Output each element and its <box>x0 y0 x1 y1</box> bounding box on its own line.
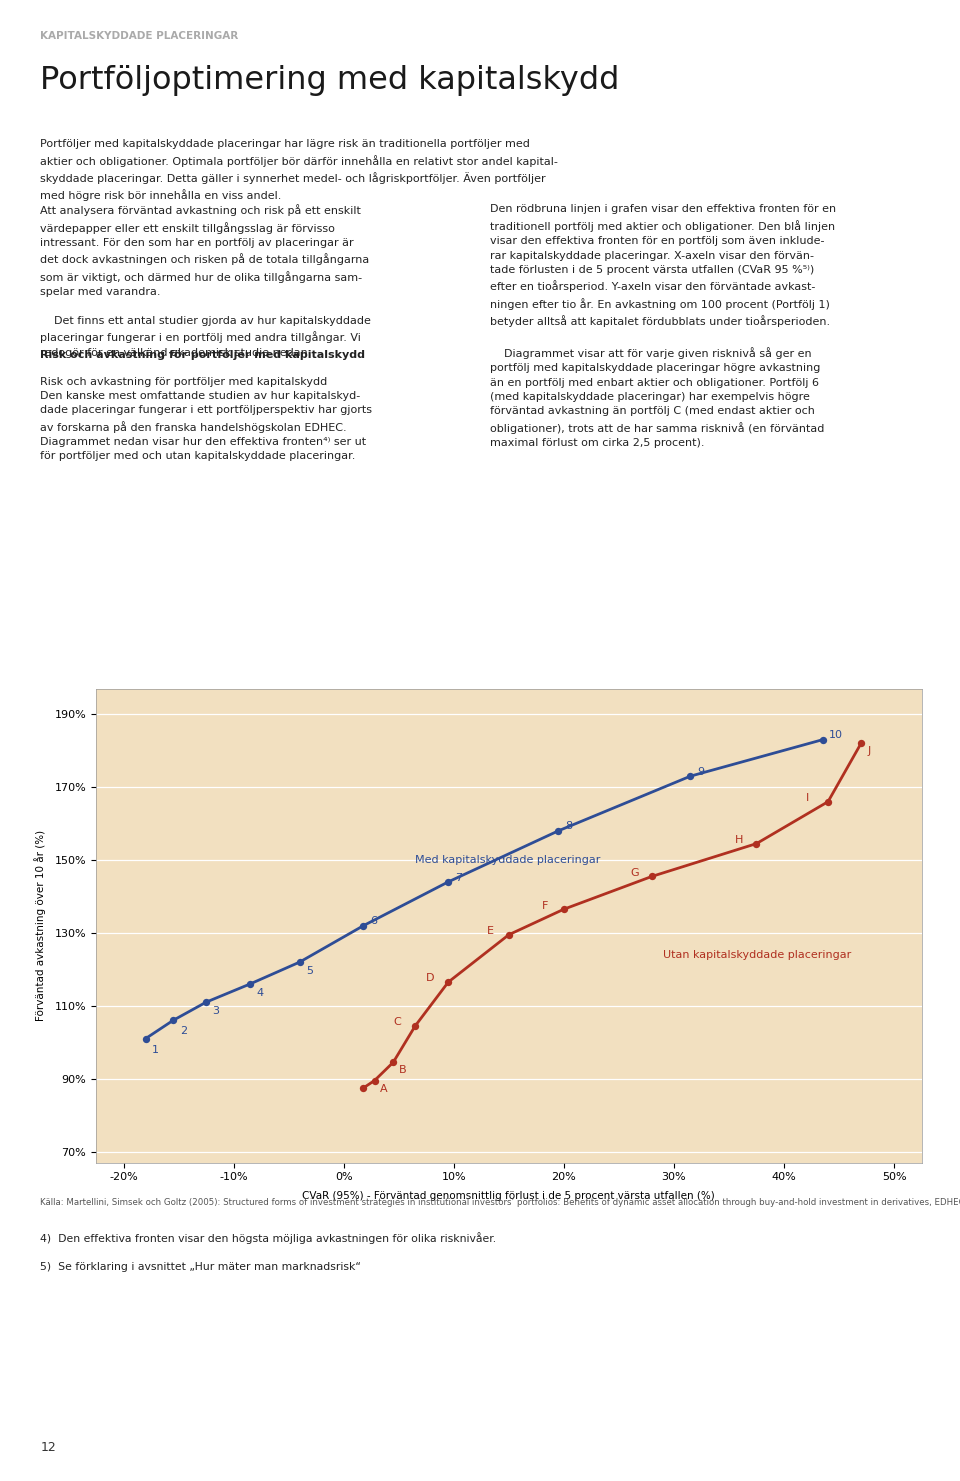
Text: D: D <box>426 973 435 983</box>
Text: 5: 5 <box>306 966 313 976</box>
Text: Portföljer med kapitalskyddade placeringar har lägre risk än traditionella portf: Portföljer med kapitalskyddade placering… <box>40 139 558 201</box>
Text: Risk och avkastning för portföljer med kapitalskydd: Risk och avkastning för portföljer med k… <box>40 350 366 360</box>
Text: Den rödbruna linjen i grafen visar den effektiva fronten för en
traditionell por: Den rödbruna linjen i grafen visar den e… <box>490 204 836 449</box>
X-axis label: CVaR (95%) - Förväntad genomsnittlig förlust i de 5 procent värsta utfallen (%): CVaR (95%) - Förväntad genomsnittlig för… <box>302 1191 715 1201</box>
Text: A: A <box>380 1084 388 1093</box>
Text: Att analysera förväntad avkastning och risk på ett enskilt
värdepapper eller ett: Att analysera förväntad avkastning och r… <box>40 204 372 462</box>
Text: 1: 1 <box>152 1044 159 1054</box>
Text: 8: 8 <box>564 822 572 831</box>
Text: 4)  Den effektiva fronten visar den högsta möjliga avkastningen för olika riskni: 4) Den effektiva fronten visar den högst… <box>40 1232 496 1244</box>
Text: 6: 6 <box>371 917 377 926</box>
Text: Källa: Martellini, Simsek och Goltz (2005): Structured forms of investment strat: Källa: Martellini, Simsek och Goltz (200… <box>40 1198 960 1207</box>
Point <box>501 923 516 946</box>
Point <box>853 732 869 755</box>
Text: 3: 3 <box>213 1006 220 1016</box>
Point <box>644 865 660 889</box>
Text: B: B <box>398 1065 406 1075</box>
Text: E: E <box>487 926 493 936</box>
Text: C: C <box>394 1017 401 1028</box>
Text: 12: 12 <box>40 1441 56 1454</box>
Text: 4: 4 <box>256 988 264 998</box>
Point <box>165 1009 180 1032</box>
Point <box>386 1050 401 1074</box>
Point <box>441 970 456 994</box>
Point <box>821 789 836 813</box>
Point <box>243 972 258 995</box>
Point <box>441 869 456 893</box>
Text: G: G <box>630 868 638 878</box>
Text: Portföljoptimering med kapitalskydd: Portföljoptimering med kapitalskydd <box>40 65 620 96</box>
Text: I: I <box>806 792 809 803</box>
Point <box>138 1026 154 1050</box>
Text: KAPITALSKYDDADE PLACERINGAR: KAPITALSKYDDADE PLACERINGAR <box>40 31 239 41</box>
Point <box>367 1069 382 1093</box>
Text: Effektiva fronten utan och med kapitalskyddade placeringar: Effektiva fronten utan och med kapitalsk… <box>51 659 475 671</box>
Point <box>815 727 830 751</box>
Point <box>749 832 764 856</box>
Text: Med kapitalskyddade placeringar: Med kapitalskyddade placeringar <box>416 855 601 865</box>
Point <box>356 1077 372 1100</box>
Text: 5)  Se förklaring i avsnittet „Hur mäter man marknadsrisk“: 5) Se förklaring i avsnittet „Hur mäter … <box>40 1262 361 1272</box>
Text: F: F <box>541 900 548 911</box>
Point <box>292 951 307 974</box>
Text: 9: 9 <box>697 767 705 776</box>
Text: Utan kapitalskyddade placeringar: Utan kapitalskyddade placeringar <box>663 949 852 960</box>
Point <box>683 764 698 788</box>
Point <box>556 897 571 921</box>
Text: H: H <box>734 835 743 846</box>
Y-axis label: Förväntad avkastning över 10 år (%): Förväntad avkastning över 10 år (%) <box>35 829 46 1022</box>
Text: 7: 7 <box>455 872 462 883</box>
Text: 2: 2 <box>180 1026 187 1037</box>
Text: J: J <box>868 746 871 757</box>
Point <box>199 991 214 1014</box>
Text: 10: 10 <box>829 730 843 740</box>
Point <box>408 1014 423 1038</box>
Point <box>356 914 372 937</box>
Point <box>551 819 566 843</box>
